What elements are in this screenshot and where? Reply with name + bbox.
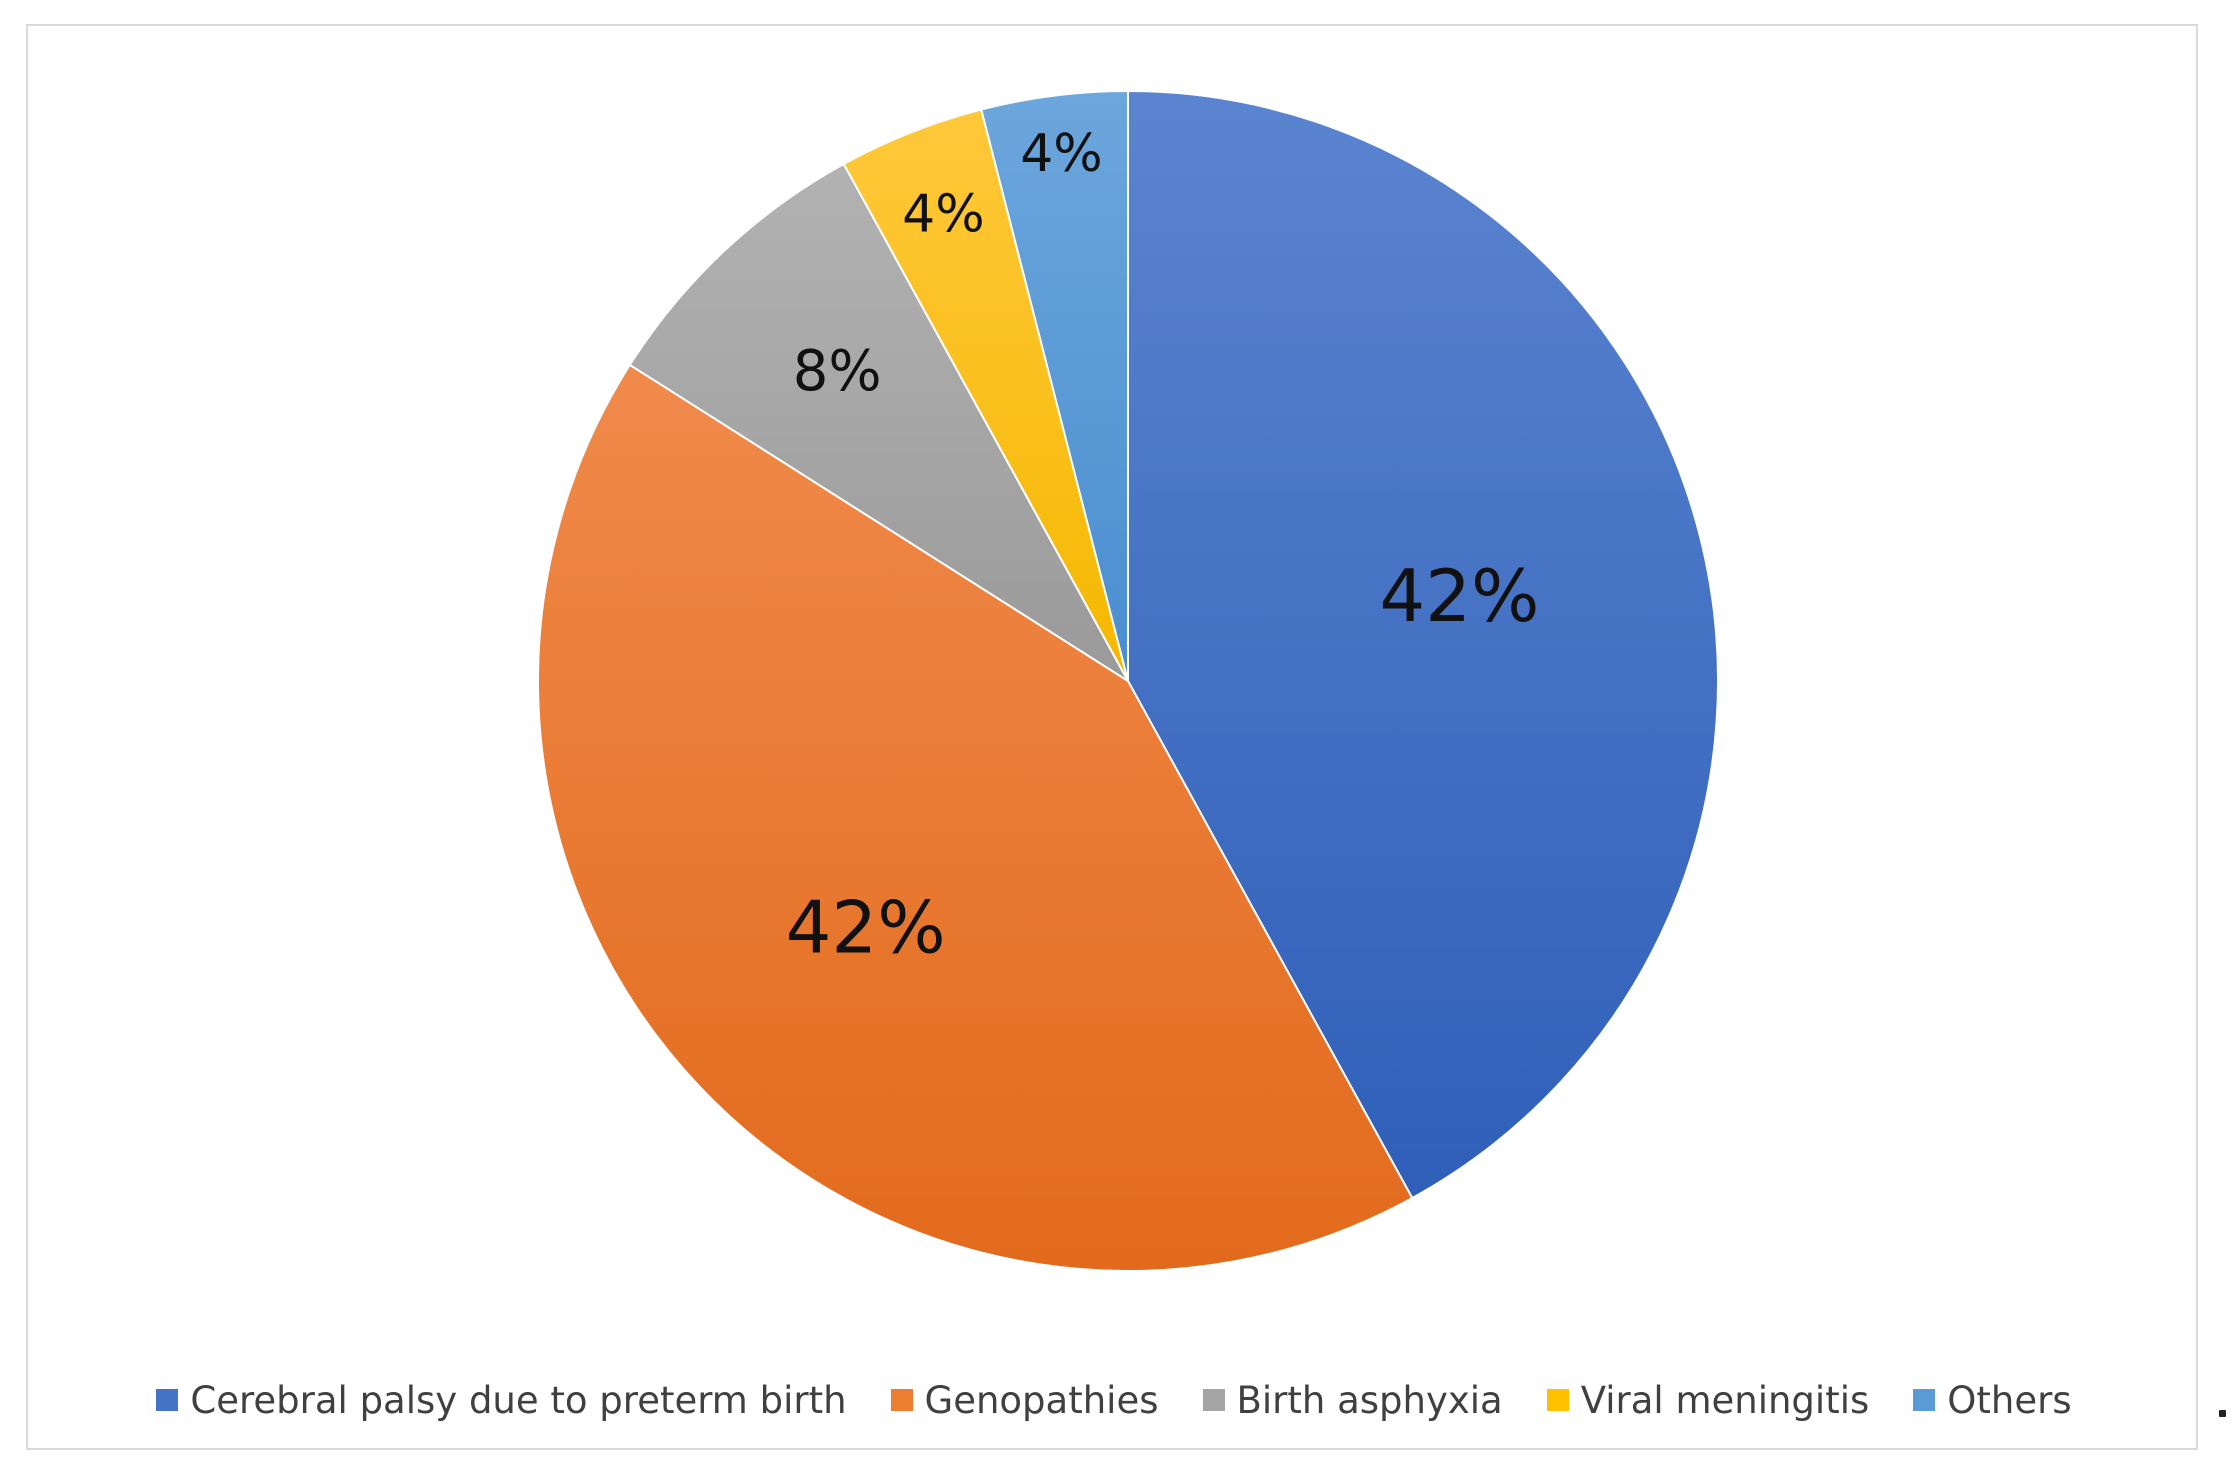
legend-swatch bbox=[156, 1389, 179, 1411]
legend-item-5: Others bbox=[1913, 1378, 2072, 1422]
pie-slice-3 bbox=[628, 162, 1129, 682]
data-label-2: 42% bbox=[786, 885, 946, 969]
legend-swatch bbox=[1546, 1389, 1569, 1411]
legend-swatch bbox=[890, 1389, 913, 1411]
legend-label: Viral meningitis bbox=[1580, 1378, 1870, 1422]
pie-data-labels: 42% 42% 8% 4% 4% bbox=[786, 124, 1540, 969]
legend-label: Cerebral palsy due to preterm birth bbox=[190, 1378, 847, 1422]
chart-frame: 42% 42% 8% 4% 4% Cerebral palsy due to prete… bbox=[26, 24, 2198, 1450]
data-label-4: 4% bbox=[902, 185, 985, 245]
pie-slices bbox=[537, 89, 1719, 1272]
legend-swatch bbox=[1202, 1389, 1225, 1411]
data-label-5: 4% bbox=[1020, 124, 1103, 184]
legend-item-3: Birth asphyxia bbox=[1202, 1378, 1503, 1422]
legend-item-1: Cerebral palsy due to preterm birth bbox=[156, 1378, 847, 1422]
data-label-1: 42% bbox=[1379, 554, 1539, 638]
legend-swatch bbox=[1913, 1389, 1936, 1411]
legend: Cerebral palsy due to preterm birth Genop… bbox=[28, 1370, 2200, 1430]
legend-label: Others bbox=[1947, 1378, 2072, 1422]
data-label-3: 8% bbox=[793, 339, 882, 404]
legend-label: Birth asphyxia bbox=[1236, 1378, 1503, 1422]
pie-slice-5 bbox=[980, 89, 1129, 682]
pie-chart: 42% 42% 8% 4% 4% bbox=[537, 89, 1719, 1272]
pie-slice-1 bbox=[1127, 89, 1719, 1200]
edge-mark bbox=[2219, 1410, 2226, 1417]
legend-label: Genopathies bbox=[924, 1378, 1159, 1422]
legend-item-4: Viral meningitis bbox=[1546, 1378, 1870, 1422]
legend-item-2: Genopathies bbox=[890, 1378, 1159, 1422]
pie-slice-2 bbox=[537, 363, 1414, 1272]
